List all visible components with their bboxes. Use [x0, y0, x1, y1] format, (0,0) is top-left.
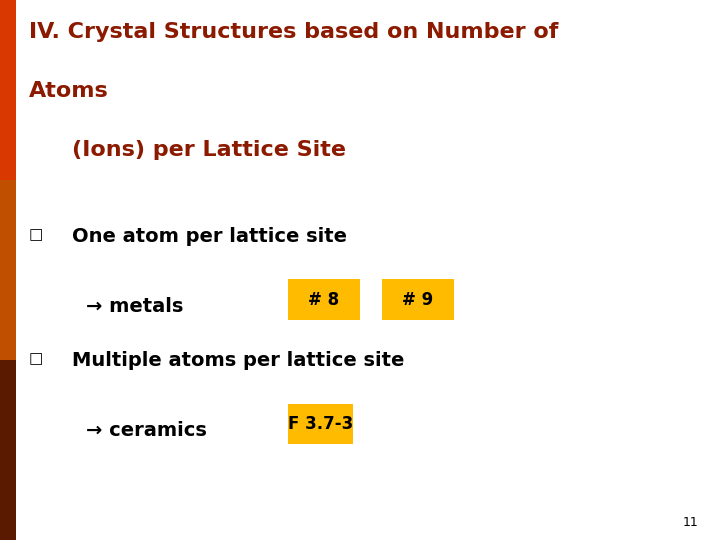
Text: Multiple atoms per lattice site: Multiple atoms per lattice site [72, 351, 405, 370]
Text: □: □ [29, 227, 43, 242]
Text: 11: 11 [683, 516, 698, 529]
Text: IV. Crystal Structures based on Number of: IV. Crystal Structures based on Number o… [29, 22, 558, 42]
FancyBboxPatch shape [0, 90, 16, 180]
Text: F 3.7-3: F 3.7-3 [288, 415, 353, 433]
FancyBboxPatch shape [0, 270, 16, 360]
FancyBboxPatch shape [382, 280, 454, 320]
FancyBboxPatch shape [288, 280, 360, 320]
Text: One atom per lattice site: One atom per lattice site [72, 227, 347, 246]
FancyBboxPatch shape [0, 360, 16, 450]
Text: □: □ [29, 351, 43, 366]
FancyBboxPatch shape [288, 404, 353, 444]
FancyBboxPatch shape [0, 180, 16, 270]
Text: Atoms: Atoms [29, 81, 109, 101]
Text: → metals: → metals [86, 297, 184, 316]
FancyBboxPatch shape [0, 450, 16, 540]
FancyBboxPatch shape [0, 0, 16, 90]
Text: # 8: # 8 [308, 291, 340, 309]
Text: # 9: # 9 [402, 291, 433, 309]
Text: → ceramics: → ceramics [86, 421, 207, 440]
Text: (Ions) per Lattice Site: (Ions) per Lattice Site [72, 140, 346, 160]
